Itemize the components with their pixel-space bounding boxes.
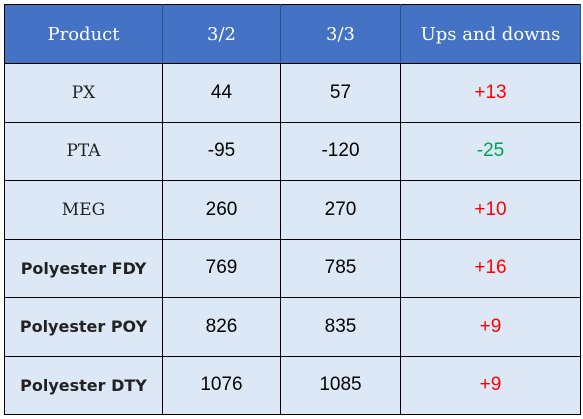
product-cell: Polyester FDY — [4, 238, 163, 298]
header-date-2: 3/3 — [280, 4, 401, 64]
header-change: Ups and downs — [400, 4, 581, 64]
table-row: PX 44 57 +13 — [4, 63, 581, 123]
product-cell: PX — [4, 63, 163, 123]
change-cell: +10 — [400, 180, 581, 240]
table-row: MEG 260 270 +10 — [4, 180, 581, 240]
product-cell: MEG — [4, 180, 163, 240]
change-cell: +9 — [400, 355, 581, 415]
value-cell-date-1: 1076 — [162, 355, 281, 415]
value-cell-date-1: 826 — [162, 297, 281, 357]
value-cell-date-2: 835 — [280, 297, 401, 357]
table-row: Polyester FDY 769 785 +16 — [4, 238, 581, 298]
header-row: Product 3/2 3/3 Ups and downs — [4, 4, 581, 64]
price-table: Product 3/2 3/3 Ups and downs PX 44 57 +… — [4, 4, 581, 415]
value-cell-date-2: 785 — [280, 238, 401, 298]
value-cell-date-1: 260 — [162, 180, 281, 240]
table-row: PTA -95 -120 -25 — [4, 121, 581, 181]
header-product: Product — [4, 4, 163, 64]
change-cell: +16 — [400, 238, 581, 298]
change-cell: +9 — [400, 297, 581, 357]
price-table-container: Product 3/2 3/3 Ups and downs PX 44 57 +… — [4, 4, 581, 415]
value-cell-date-2: -120 — [280, 121, 401, 181]
value-cell-date-2: 1085 — [280, 355, 401, 415]
value-cell-date-2: 270 — [280, 180, 401, 240]
value-cell-date-1: 769 — [162, 238, 281, 298]
value-cell-date-1: 44 — [162, 63, 281, 123]
table-row: Polyester DTY 1076 1085 +9 — [4, 355, 581, 415]
product-cell: Polyester POY — [4, 297, 163, 357]
header-date-1: 3/2 — [162, 4, 281, 64]
change-cell: -25 — [400, 121, 581, 181]
product-cell: Polyester DTY — [4, 355, 163, 415]
table-row: Polyester POY 826 835 +9 — [4, 297, 581, 357]
value-cell-date-2: 57 — [280, 63, 401, 123]
change-cell: +13 — [400, 63, 581, 123]
value-cell-date-1: -95 — [162, 121, 281, 181]
product-cell: PTA — [4, 121, 163, 181]
